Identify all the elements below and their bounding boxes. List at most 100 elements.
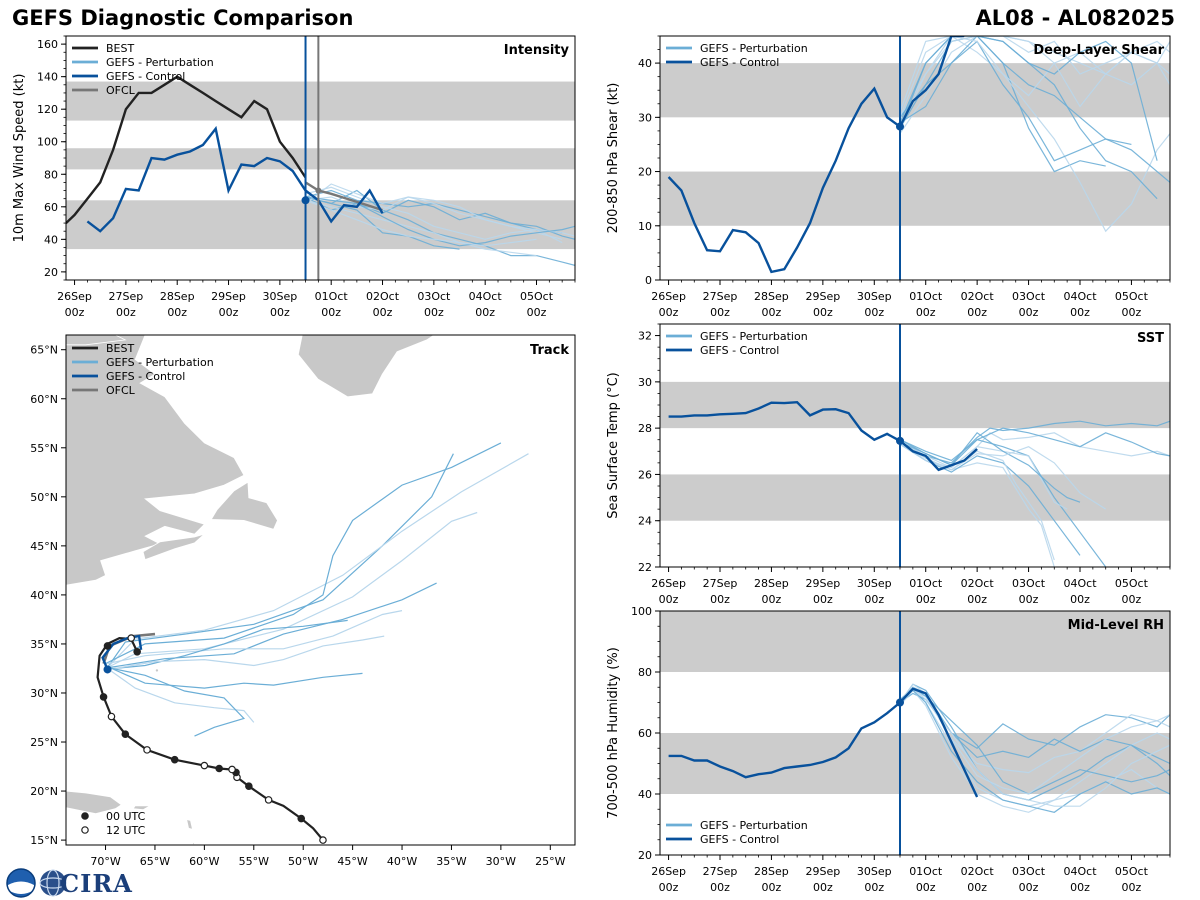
rh-perturbation-line-8	[899, 689, 1170, 813]
track-lon-label: 70°W	[90, 855, 120, 868]
track-lon-label: 35°W	[436, 855, 466, 868]
track-best-marker-00utc	[103, 642, 112, 650]
track-title: Track	[530, 343, 569, 358]
sst-perturbation-line-0	[899, 420, 1170, 464]
track-lat-label: 60°N	[30, 393, 58, 406]
intensity-ylabel: 10m Max Wind Speed (kt)	[12, 74, 27, 243]
track-lon-label: 65°W	[140, 855, 170, 868]
track-legend-label: GEFS - Perturbation	[106, 356, 214, 369]
track-best-marker-00utc	[170, 755, 179, 764]
rh-ytick-label: 80	[638, 666, 652, 679]
shear-xtick-date: 05Oct	[1115, 290, 1149, 303]
sst-legend-label: GEFS - Perturbation	[700, 330, 808, 343]
shear-xtick-date: 04Oct	[1063, 290, 1097, 303]
track-marker-legend-label: 12 UTC	[106, 824, 146, 837]
track-lat-label: 45°N	[30, 540, 58, 553]
sst-ylabel: Sea Surface Temp (°C)	[606, 372, 621, 519]
shear-panel: 0 10 20 30 40 26Sep 00z 27Sep 00z 28Sep 00z 29Sep 00…	[606, 35, 1171, 319]
rh-panel: 20 40 60 80 100 26Sep 00z 27Sep 00z 28Sep 00z 29Sep…	[606, 605, 1171, 894]
sst-xtick-hour: 00z	[710, 593, 730, 606]
shear-band-0	[660, 171, 1170, 226]
rh-band-1	[660, 611, 1170, 672]
sst-perturbation-line-8	[899, 431, 1081, 503]
intensity-ytick-label: 120	[37, 103, 58, 116]
intensity-xtick-hour: 00z	[424, 306, 444, 319]
sst-perturbation-line-7	[899, 441, 1055, 561]
rh-ylabel: 700-500 hPa Humidity (%)	[606, 647, 621, 819]
track-lon-label: 25°W	[535, 855, 565, 868]
sst-xtick-date: 30Sep	[857, 577, 892, 590]
intensity-ytick-label: 140	[37, 71, 58, 84]
track-control-line	[101, 634, 143, 670]
intensity-xtick-date: 29Sep	[211, 290, 246, 303]
shear-perturbation-line-9	[899, 36, 1170, 113]
rh-xtick-date: 26Sep	[651, 865, 686, 878]
track-lat-label: 50°N	[30, 491, 58, 504]
rh-band-0	[660, 733, 1170, 794]
intensity-band-0	[66, 200, 575, 250]
track-perturbation-line-7	[107, 668, 255, 723]
intensity-perturbation-line-7	[305, 183, 563, 240]
shear-perturbation-line-4	[899, 36, 1170, 183]
land-2	[142, 533, 205, 561]
intensity-title: Intensity	[504, 43, 570, 58]
track-best-marker-12utc	[200, 761, 209, 770]
intensity-plot-area	[66, 36, 575, 280]
intensity-ofcl-line	[304, 181, 383, 212]
intensity-xtick-date: 28Sep	[160, 290, 195, 303]
land-bermuda	[155, 669, 159, 672]
intensity-perturbation-line-6	[305, 196, 460, 250]
sst-control-line	[668, 400, 978, 472]
intensity-init-marker	[301, 196, 310, 205]
land-3	[297, 335, 435, 398]
intensity-perturbation-line-1	[305, 186, 563, 244]
track-best-marker-00utc	[133, 647, 141, 656]
rh-title: Mid-Level RH	[1068, 618, 1164, 633]
shear-xtick-hour: 00z	[967, 306, 987, 319]
rh-control-line	[668, 687, 979, 798]
shear-ylabel: 200-850 hPa Shear (kt)	[606, 83, 621, 234]
rh-xtick-date: 30Sep	[857, 865, 892, 878]
sst-xtick-hour: 00z	[967, 593, 987, 606]
shear-xtick-hour: 00z	[916, 306, 936, 319]
land-1	[210, 481, 278, 530]
rh-xtick-hour: 00z	[916, 881, 936, 894]
intensity-ytick-label: 80	[44, 168, 58, 181]
track-marker-legend-symbol	[81, 826, 89, 834]
shear-xtick-date: 27Sep	[703, 290, 738, 303]
shear-ytick-label: 10	[638, 220, 652, 233]
track-lon-label: 30°W	[486, 855, 516, 868]
track-lat-label: 30°N	[30, 687, 58, 700]
sst-xtick-date: 02Oct	[961, 577, 995, 590]
intensity-xtick-date: 04Oct	[469, 290, 503, 303]
rh-ytick-label: 20	[638, 849, 652, 862]
shear-perturbation-line-8	[899, 36, 1158, 161]
land-7	[186, 818, 194, 830]
sst-ytick-label: 26	[638, 468, 652, 481]
track-marker-legend-symbol	[81, 812, 89, 820]
shear-plot-area	[660, 36, 1170, 280]
land-0	[66, 335, 245, 586]
track-legend-label: OFCL	[106, 384, 136, 397]
track-lon-label: 55°W	[239, 855, 269, 868]
track-lat-label: 55°N	[30, 442, 58, 455]
shear-ytick-label: 0	[645, 274, 652, 287]
sst-xtick-hour: 00z	[659, 593, 679, 606]
track-best-marker-12utc	[228, 765, 236, 774]
sst-xtick-date: 28Sep	[754, 577, 789, 590]
rh-init-marker	[896, 698, 904, 707]
shear-xtick-date: 01Oct	[909, 290, 943, 303]
track-perturbation-line-3	[107, 511, 478, 669]
rh-xtick-date: 03Oct	[1012, 865, 1046, 878]
intensity-perturbation-line-8	[305, 196, 575, 247]
track-lon-label: 45°W	[337, 855, 367, 868]
cira-logo-text: CIRA	[60, 868, 133, 898]
shear-xtick-date: 26Sep	[651, 290, 686, 303]
intensity-xtick-date: 02Oct	[366, 290, 400, 303]
rh-xtick-hour: 00z	[710, 881, 730, 894]
land-6	[66, 790, 123, 815]
track-best-marker-00utc	[121, 730, 130, 738]
rh-xtick-date: 28Sep	[754, 865, 789, 878]
track-best-marker-12utc	[143, 746, 151, 754]
